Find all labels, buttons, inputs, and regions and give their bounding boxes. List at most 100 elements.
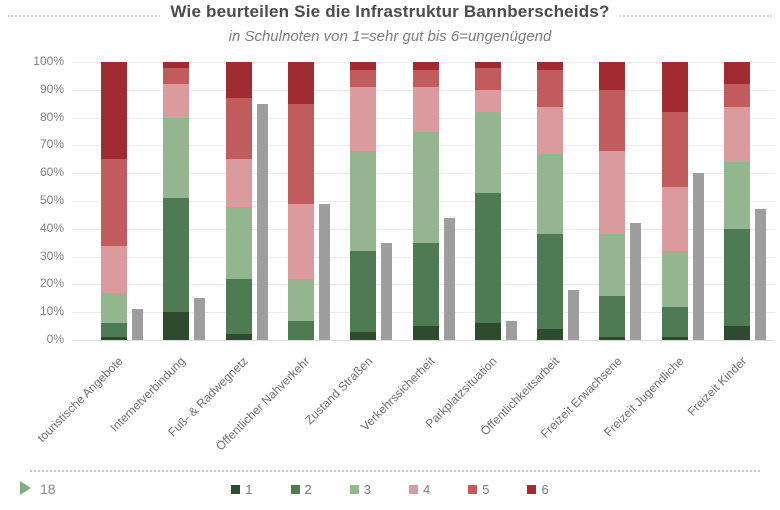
- bar-segment-grade-5: [412, 70, 439, 88]
- gray-side-bar: [630, 223, 642, 340]
- gray-side-bar: [318, 203, 330, 340]
- bar-segment-grade-6: [163, 62, 190, 68]
- legend-item-grade-6: 6: [527, 481, 549, 497]
- bar-segment-grade-4: [225, 159, 252, 207]
- bar-segment-grade-2: [350, 251, 377, 332]
- gray-side-bar: [381, 242, 393, 340]
- stacked-bar: [163, 62, 190, 340]
- bar-segment-grade-1: [412, 326, 439, 340]
- bar-segment-grade-6: [537, 62, 564, 71]
- y-tick-label: 100%: [33, 54, 64, 68]
- y-tick-label: 70%: [39, 137, 64, 152]
- slide-number: 18: [40, 481, 56, 497]
- y-tick-label: 0%: [46, 332, 64, 346]
- legend-item-grade-4: 4: [409, 482, 430, 497]
- legend-swatch-icon: [290, 484, 300, 494]
- legend-swatch-icon: [231, 484, 241, 494]
- bar-segment-grade-2: [599, 295, 626, 338]
- chart-subtitle: in Schulnoten von 1=sehr gut bis 6=ungen…: [228, 28, 552, 45]
- stacked-bar: [225, 62, 252, 340]
- legend-item-grade-5: 5: [468, 482, 489, 497]
- gray-side-bar: [692, 173, 704, 340]
- bar-segment-grade-3: [163, 117, 190, 199]
- bar-segment-grade-2: [661, 306, 688, 338]
- x-category-label: Freizeit Kinder: [684, 354, 749, 419]
- bar-segment-grade-6: [225, 62, 252, 99]
- bar-segment-grade-5: [599, 89, 626, 151]
- bar-segment-grade-1: [599, 337, 626, 340]
- y-tick-label: 80%: [39, 109, 64, 124]
- y-tick-label: 30%: [39, 248, 64, 263]
- y-tick-label: 90%: [39, 81, 64, 96]
- bar-segment-grade-2: [225, 278, 252, 335]
- bar-segment-grade-4: [163, 84, 190, 118]
- legend-item-grade-2: 2: [290, 481, 312, 497]
- bar-segment-grade-6: [287, 62, 314, 104]
- bar-segment-grade-3: [412, 131, 439, 243]
- legend-item-grade-3: 3: [349, 481, 371, 497]
- legend-swatch-icon: [409, 484, 418, 494]
- gray-side-bar: [568, 289, 580, 340]
- bar-segment-grade-2: [412, 242, 439, 327]
- bar-segment-grade-6: [661, 62, 688, 113]
- bar-segment-grade-5: [163, 67, 190, 85]
- bar-segment-grade-1: [661, 337, 688, 340]
- y-tick-label: 50%: [39, 193, 64, 207]
- bar-segment-grade-3: [287, 278, 314, 321]
- stacked-bar: [412, 62, 439, 340]
- bar-segment-grade-2: [724, 228, 750, 327]
- legend-label: 5: [482, 481, 490, 497]
- legend-label: 4: [423, 481, 431, 497]
- x-category-label: touristische Angebote: [34, 354, 126, 446]
- bar-segment-grade-4: [412, 87, 439, 132]
- bar-segment-grade-5: [350, 70, 377, 88]
- gray-side-bar: [443, 217, 455, 340]
- bar-segment-grade-6: [350, 62, 377, 71]
- bar-segment-grade-4: [101, 245, 127, 293]
- legend-swatch-icon: [468, 484, 478, 494]
- y-tick-label: 10%: [39, 304, 64, 319]
- bar-segment-grade-4: [537, 106, 564, 154]
- y-tick-label: 60%: [39, 165, 64, 180]
- stacked-bar: [474, 62, 501, 340]
- chart-title: Wie beurteilen Sie die Infrastruktur Ban…: [160, 2, 620, 21]
- gridline: [72, 340, 775, 341]
- bar-segment-grade-3: [724, 162, 750, 229]
- bar-segment-grade-6: [412, 62, 439, 71]
- bar-segment-grade-3: [537, 153, 564, 235]
- stacked-bar: [724, 62, 750, 340]
- bar-segment-grade-5: [724, 84, 750, 107]
- bar-segment-grade-1: [724, 326, 750, 340]
- stacked-bar: [287, 62, 314, 340]
- bar-segment-grade-4: [287, 203, 314, 279]
- stacked-bar: [101, 62, 127, 340]
- legend-label: 3: [363, 481, 371, 497]
- bar-segment-grade-4: [350, 87, 377, 151]
- bar-segment-grade-3: [599, 234, 626, 296]
- slide-arrow-icon: [20, 481, 31, 495]
- y-tick-label: 20%: [39, 276, 64, 291]
- bar-segment-grade-6: [724, 62, 750, 85]
- bar-segment-grade-5: [537, 70, 564, 107]
- footer-dotted-rule: [30, 470, 760, 472]
- bar-segment-grade-1: [537, 328, 564, 340]
- bar-segment-grade-5: [661, 112, 688, 188]
- gray-side-bar: [505, 320, 517, 340]
- bar-segment-grade-2: [474, 192, 501, 324]
- bar-segment-grade-1: [350, 331, 377, 340]
- bar-segment-grade-6: [101, 62, 127, 160]
- bar-segment-grade-1: [163, 312, 190, 340]
- bar-segment-grade-3: [474, 112, 501, 193]
- legend-label: 2: [304, 481, 312, 497]
- y-tick-label: 40%: [39, 220, 64, 235]
- legend-label: 6: [541, 481, 549, 497]
- chart-legend: 1 2 3 4 5 6: [0, 480, 780, 498]
- bar-segment-grade-4: [474, 89, 501, 113]
- stacked-bar: [661, 62, 688, 340]
- bar-segment-grade-6: [599, 62, 626, 90]
- bar-segment-grade-4: [724, 106, 750, 163]
- bar-segment-grade-5: [287, 103, 314, 204]
- bar-segment-grade-2: [101, 323, 127, 338]
- gray-side-bar: [755, 209, 766, 340]
- bar-segment-grade-3: [661, 251, 688, 307]
